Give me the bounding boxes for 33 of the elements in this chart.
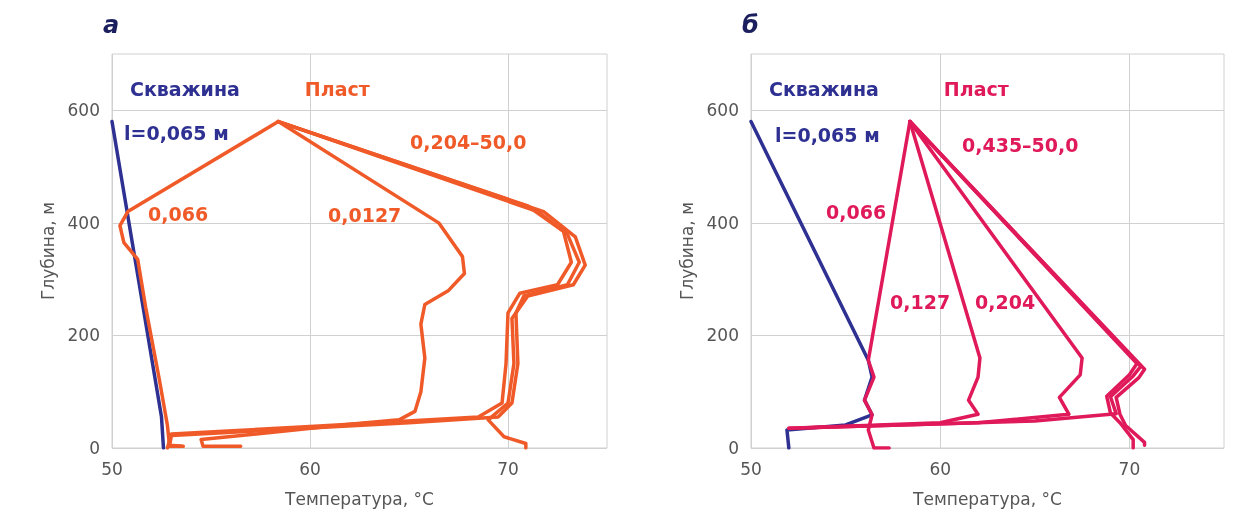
- annotation: 0,0127: [328, 204, 402, 226]
- y-tick-label: 600: [67, 100, 100, 121]
- annotation: 0,127: [890, 291, 951, 313]
- series-label: Скважина: [130, 77, 240, 100]
- y-axis-title: Глубина, м: [37, 202, 58, 300]
- series-label: Скважина: [769, 77, 879, 100]
- text: Пласт: [943, 77, 1009, 100]
- annotation: l=0,065 м: [124, 122, 229, 144]
- x-tick-label: 50: [101, 458, 123, 479]
- y-tick-label: 0: [89, 438, 100, 458]
- x-tick-label: 50: [740, 458, 762, 479]
- y-tick-label: 400: [706, 212, 739, 233]
- x-tick-label: 60: [929, 458, 952, 479]
- y-tick-label: 200: [706, 325, 739, 346]
- annotation: 0,204: [975, 291, 1036, 313]
- x-axis-title: Температура, °C: [912, 488, 1062, 509]
- annotation: 0,066: [148, 203, 209, 225]
- chart-title: б: [742, 11, 759, 39]
- x-axis-title: Температура, °C: [284, 488, 434, 509]
- x-tick-label: 60: [299, 458, 321, 479]
- y-tick-label: 0: [728, 438, 739, 458]
- annotation: 0,435–50,0: [962, 134, 1079, 156]
- y-tick-label: 400: [67, 212, 100, 233]
- y-tick-label: 200: [67, 325, 100, 346]
- y-tick-label: 600: [706, 100, 739, 121]
- y-axis-title: Глубина, м: [676, 202, 697, 300]
- annotation: 0,066: [826, 201, 887, 223]
- series-label: Пласт: [304, 77, 370, 100]
- x-tick-label: 70: [497, 458, 519, 479]
- annotation: l=0,065 м: [775, 124, 880, 146]
- annotation: 0,204–50,0: [410, 131, 527, 153]
- x-tick-label: 70: [1118, 458, 1141, 479]
- chart-title: а: [103, 11, 120, 39]
